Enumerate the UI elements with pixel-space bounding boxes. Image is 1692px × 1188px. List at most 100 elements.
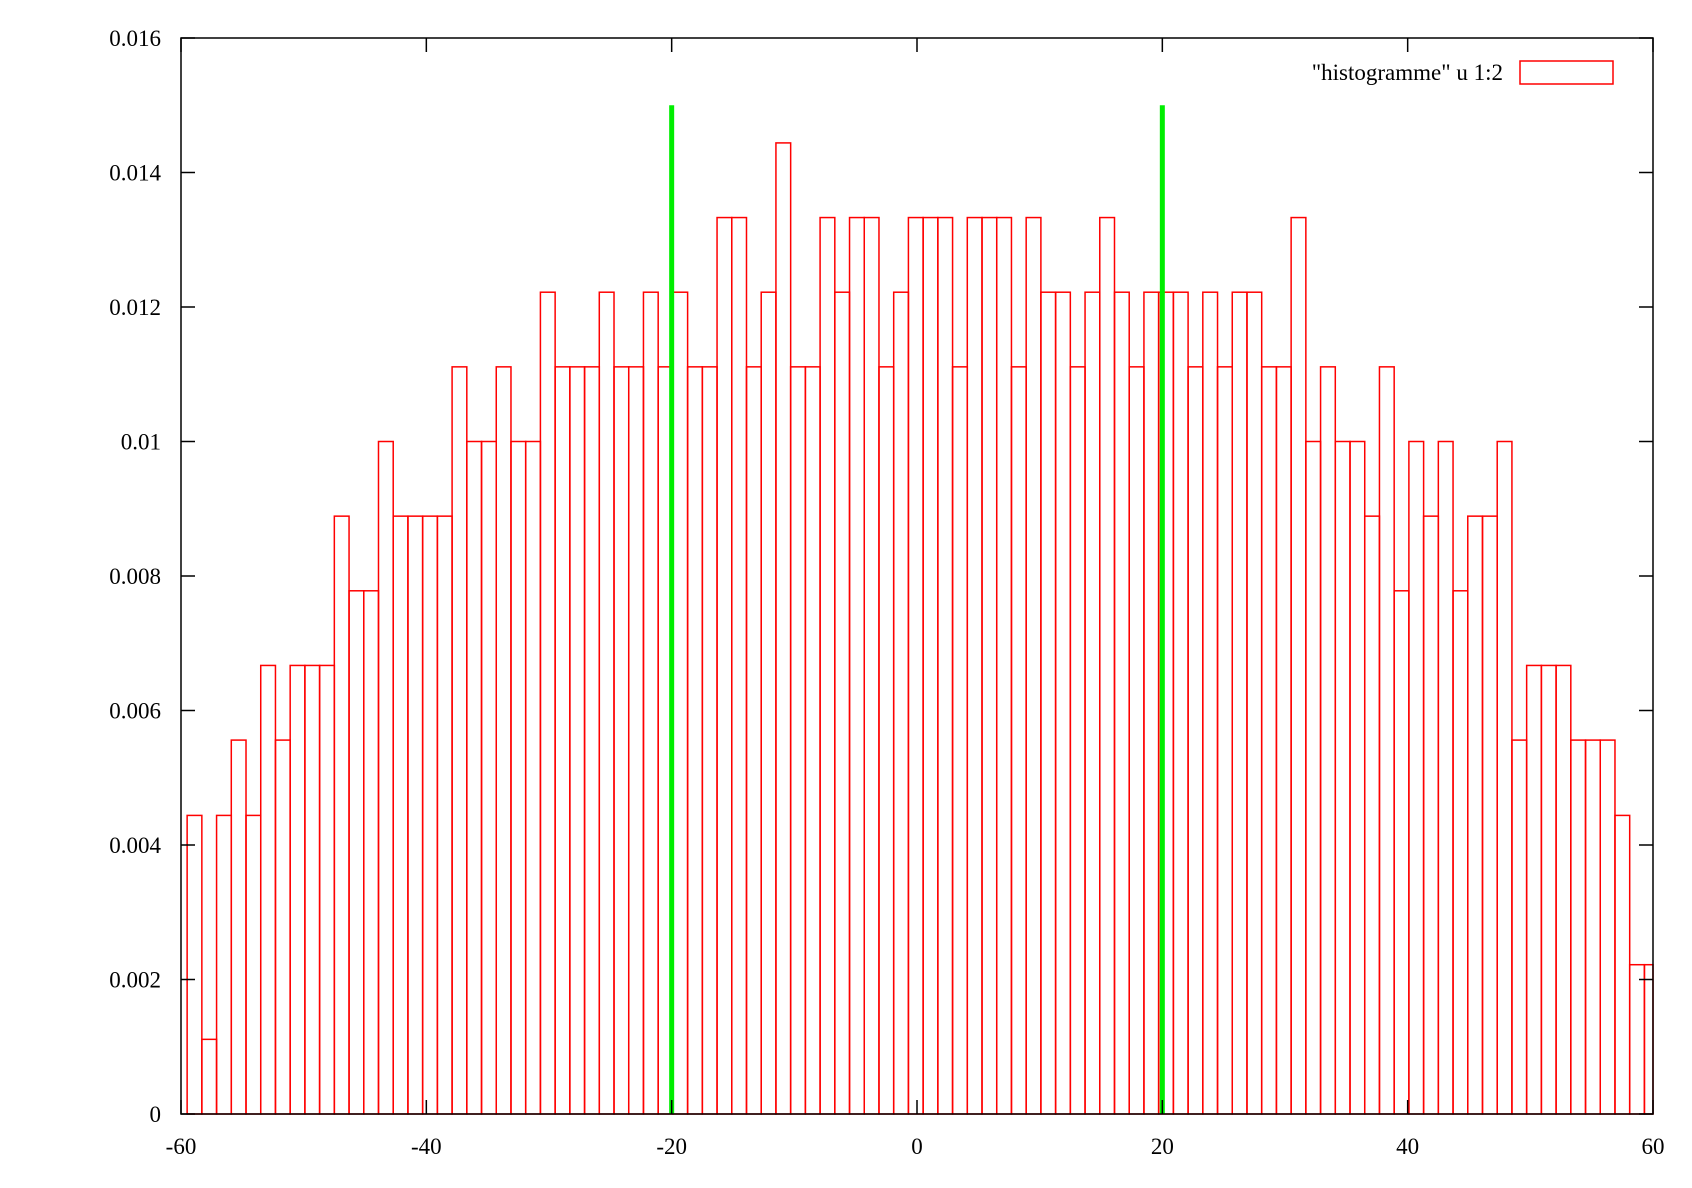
histogram-bar — [1275, 366, 1292, 1115]
histogram-bar — [731, 216, 748, 1115]
histogram-bar — [1555, 664, 1572, 1115]
histogram-bar — [377, 440, 394, 1115]
histogram-bar — [1540, 664, 1557, 1115]
histogram-bar — [569, 366, 586, 1115]
histogram-bar — [1643, 963, 1654, 1115]
histogram-bar — [701, 366, 718, 1115]
histogram-bar — [937, 216, 954, 1115]
histogram-bar — [1216, 366, 1234, 1115]
y-tick-label: 0.008 — [109, 564, 161, 589]
histogram-bar — [1099, 216, 1116, 1115]
histogram-bar — [1113, 291, 1130, 1115]
histogram-bar — [819, 216, 836, 1115]
histogram-bar — [1231, 291, 1248, 1115]
x-tick-label: 20 — [1151, 1134, 1174, 1159]
histogram-bar — [1628, 963, 1646, 1115]
histogram-bar — [1025, 216, 1042, 1115]
legend-label: "histogramme" u 1:2 — [1312, 60, 1503, 85]
histogram-bar — [539, 291, 556, 1115]
y-tick-label: 0.016 — [109, 26, 161, 51]
histogram-bar — [466, 440, 483, 1115]
x-tick-labels: -60 -40 -20 0 20 40 60 — [166, 1134, 1665, 1159]
histogram-bar — [627, 366, 645, 1115]
histogram-bar — [1128, 366, 1145, 1115]
histogram-bar — [1246, 291, 1263, 1115]
y-tick-label: 0.01 — [121, 430, 161, 455]
histogram-bar — [672, 291, 689, 1115]
histogram-bar — [863, 216, 880, 1115]
histogram-bar — [510, 440, 527, 1115]
y-tick-label: 0 — [150, 1102, 162, 1127]
histogram-bar — [363, 590, 380, 1115]
histogram-bar — [951, 366, 969, 1115]
histogram-bar — [304, 664, 321, 1115]
y-tick-label: 0.004 — [109, 833, 161, 858]
histogram-bar — [1599, 739, 1616, 1115]
histogram-bar — [1481, 515, 1498, 1115]
histogram-bar — [1202, 291, 1219, 1115]
histogram-bar — [259, 664, 277, 1115]
axis-ticks — [180, 37, 1654, 1115]
histogram-bar — [1319, 366, 1337, 1115]
histogram-bar — [1054, 291, 1072, 1115]
histogram-bar — [1069, 366, 1086, 1115]
histogram-bar — [1584, 739, 1602, 1115]
histogram-bar — [1467, 515, 1484, 1115]
x-tick-label: -60 — [166, 1134, 197, 1159]
histogram-bar — [995, 216, 1013, 1115]
histogram-bar — [348, 590, 365, 1115]
x-tick-label: -20 — [656, 1134, 687, 1159]
histogram-bar — [289, 664, 306, 1115]
x-tick-label: 0 — [911, 1134, 923, 1159]
histogram-bar — [392, 515, 409, 1115]
histogram-bar — [1172, 291, 1189, 1115]
histogram-bar — [760, 291, 777, 1115]
histogram-bar — [878, 366, 895, 1115]
histogram-bar — [1511, 739, 1528, 1115]
histogram-bar — [775, 142, 792, 1115]
y-tick-label: 0.006 — [109, 699, 161, 724]
histogram-bar — [848, 216, 866, 1115]
legend-swatch — [1519, 60, 1614, 85]
plot-frame — [180, 37, 1654, 1115]
histogram-bar — [274, 739, 291, 1115]
histogram-bar — [1525, 664, 1543, 1115]
histogram-bar — [598, 291, 615, 1115]
histogram-bars — [186, 142, 1654, 1115]
histogram-bar — [716, 216, 733, 1115]
histogram-bar — [922, 216, 939, 1115]
histogram-bar — [1143, 291, 1160, 1115]
histogram-bar — [1378, 366, 1395, 1115]
histogram-bar — [613, 366, 630, 1115]
histogram-bar — [318, 664, 336, 1115]
histogram-bar — [451, 366, 468, 1115]
histogram-bar — [642, 291, 659, 1115]
histogram-bar — [981, 216, 998, 1115]
histogram-bar — [1393, 590, 1410, 1115]
x-tick-label: -40 — [411, 1134, 442, 1159]
histogram-bar — [583, 366, 601, 1115]
histogram-bar — [480, 440, 498, 1115]
histogram-bar — [1349, 440, 1366, 1115]
histogram-bar — [554, 366, 571, 1115]
histogram-bar — [966, 216, 983, 1115]
histogram-bar — [1452, 590, 1469, 1115]
histogram-bar — [333, 515, 350, 1115]
histogram-bar — [1437, 440, 1454, 1115]
histogram-bar — [1010, 366, 1027, 1115]
histogram-bar — [1334, 440, 1351, 1115]
histogram-bar — [1260, 366, 1278, 1115]
histogram-bar — [524, 440, 542, 1115]
histogram-bar — [1570, 739, 1587, 1115]
histogram-bar — [892, 291, 910, 1115]
histogram-bar — [834, 291, 851, 1115]
histogram-bar — [1496, 440, 1513, 1115]
legend: "histogramme" u 1:2 — [1312, 60, 1614, 85]
histogram-bar — [1614, 814, 1631, 1115]
histogram-bar — [230, 739, 247, 1115]
x-tick-label: 40 — [1396, 1134, 1419, 1159]
y-tick-label: 0.012 — [109, 295, 161, 320]
histogram-bar — [436, 515, 453, 1115]
histogram-bar — [907, 216, 924, 1115]
histogram-bar — [1040, 291, 1057, 1115]
